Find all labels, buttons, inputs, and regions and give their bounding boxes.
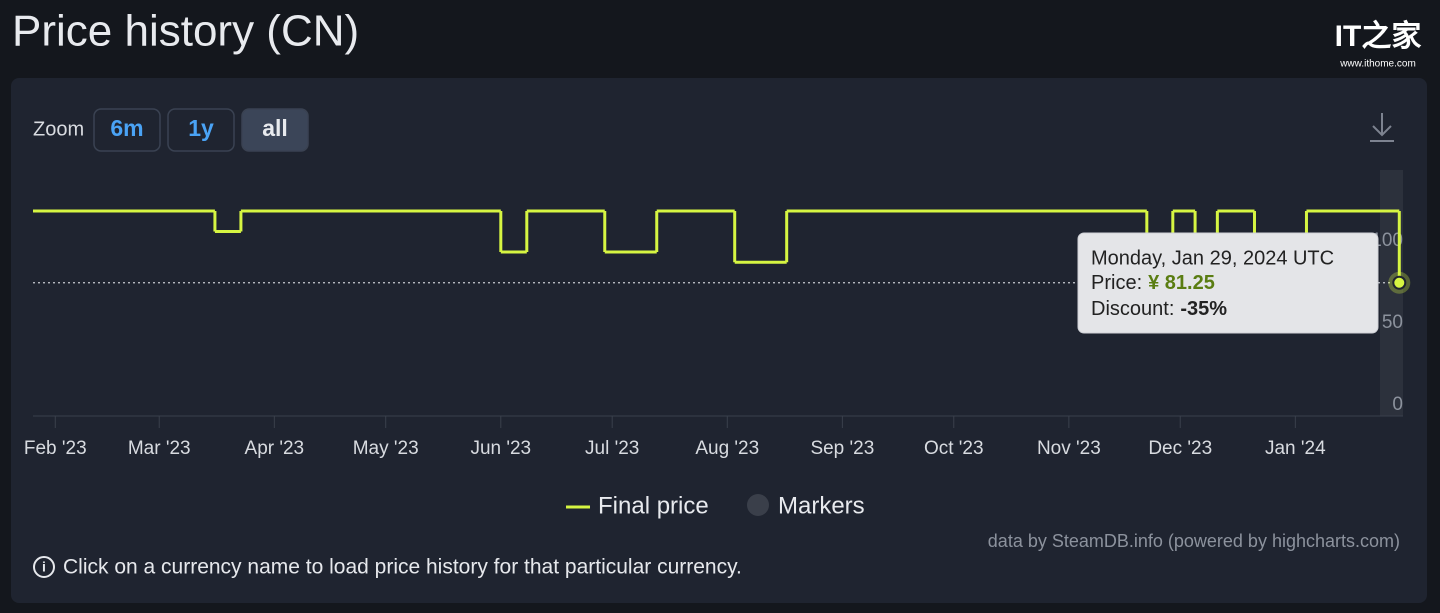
download-icon[interactable]	[1370, 113, 1394, 142]
zoom-button[interactable]	[167, 108, 235, 152]
download-arrow	[1372, 125, 1392, 137]
zoom-button-label[interactable]: 1y	[188, 115, 214, 141]
hover-band	[1380, 170, 1403, 416]
tooltip-discount-label: Discount:	[1091, 298, 1174, 320]
y-tick-label: 50	[1382, 312, 1403, 333]
tooltip-discount-value: -35%	[1180, 298, 1227, 320]
tooltip-discount: Discount: -35%	[1091, 298, 1227, 320]
tooltip-price: Price: ¥ 81.25	[1091, 272, 1215, 294]
legend-label[interactable]: Final price	[598, 492, 709, 519]
info-circle	[33, 556, 55, 578]
x-tick-label: Apr '23	[245, 438, 305, 459]
y-tick-label: 0	[1392, 394, 1403, 415]
info-glyph: i	[42, 559, 46, 575]
watermark-url: www.ithome.com	[1339, 59, 1416, 70]
tooltip-box	[1077, 232, 1379, 334]
tooltip-price-label: Price:	[1091, 272, 1142, 294]
zoom-label: Zoom	[33, 118, 84, 140]
x-tick-label: Mar '23	[128, 438, 191, 459]
zoom-button[interactable]	[93, 108, 161, 152]
x-tick-label: Oct '23	[924, 438, 984, 459]
panel	[11, 78, 1427, 603]
note: Click on a currency name to load price h…	[63, 556, 742, 579]
y-tick-label: 100	[1371, 230, 1403, 251]
x-tick-label: May '23	[353, 438, 419, 459]
tooltip-price-value: ¥ 81.25	[1148, 272, 1215, 294]
x-tick-label: Sep '23	[810, 438, 874, 459]
page-title: Price history (CN)	[12, 7, 359, 56]
credit[interactable]: data by SteamDB.info (powered by highcha…	[988, 531, 1400, 551]
x-tick-label: Jan '24	[1265, 438, 1326, 459]
x-tick-label: Dec '23	[1148, 438, 1212, 459]
zoom-button-label[interactable]: 6m	[110, 115, 143, 141]
legend-swatch[interactable]	[747, 494, 769, 516]
x-tick-label: Feb '23	[24, 438, 87, 459]
x-tick-label: Jul '23	[585, 438, 639, 459]
zoom-button-label[interactable]: all	[262, 115, 288, 141]
info-icon: i	[33, 556, 55, 578]
x-tick-label: Jun '23	[470, 438, 531, 459]
tooltip-date: Monday, Jan 29, 2024 UTC	[1091, 247, 1334, 269]
x-tick-label: Aug '23	[695, 438, 759, 459]
legend-label[interactable]: Markers	[778, 492, 865, 519]
watermark-logo: IT之家	[1335, 19, 1422, 53]
hover-marker	[1392, 275, 1407, 290]
zoom-button[interactable]	[241, 108, 309, 152]
x-tick-label: Nov '23	[1037, 438, 1101, 459]
